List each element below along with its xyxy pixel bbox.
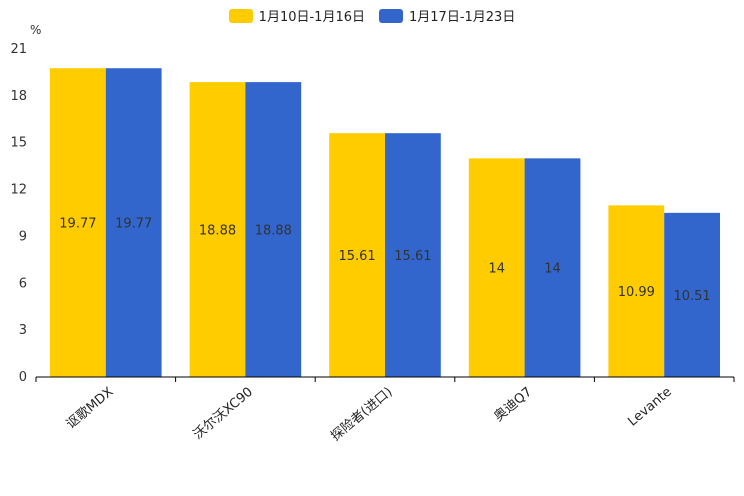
bar[interactable]: [608, 205, 665, 377]
x-tick-label: 奥迪Q7: [491, 385, 535, 425]
y-tick-label: 0: [19, 370, 27, 385]
bar[interactable]: [329, 133, 385, 377]
bar-value-label: 18.88: [255, 224, 292, 239]
bar-value-label: 18.88: [199, 224, 236, 239]
bars: 19.77 19.77 18.88 18.88 15.61 15.61 14 14 10.99 1…: [50, 68, 720, 378]
bar[interactable]: [664, 212, 720, 377]
x-tick-label: 讴歌MDX: [64, 385, 117, 433]
x-axis: 讴歌MDX 沃尔沃XC90 探险者(进口) 奥迪Q7 Levante: [35, 376, 735, 445]
legend-swatch-series-1: [228, 8, 253, 23]
bar-value-label: 15.61: [338, 249, 375, 264]
legend: 1月10日-1月16日 1月17日-1月23日: [0, 6, 744, 25]
y-tick-label: 18: [10, 89, 27, 104]
bar[interactable]: [105, 68, 162, 377]
bar[interactable]: [385, 133, 441, 377]
y-tick-label: 15: [10, 136, 27, 151]
y-axis-unit-label: %: [30, 23, 41, 37]
y-tick-label: 6: [19, 276, 27, 291]
bar[interactable]: [189, 82, 246, 378]
bar-value-label: 10.51: [673, 289, 710, 304]
bar-value-label: 14: [488, 262, 505, 277]
bar[interactable]: [524, 158, 581, 377]
bar-value-label: 15.61: [394, 249, 431, 264]
x-tick-label: 探险者(进口): [328, 385, 395, 445]
y-axis: 0 3 6 9 12 15 18 21: [10, 42, 27, 385]
bar-value-label: 19.77: [59, 217, 96, 232]
x-tick-label: 沃尔沃XC90: [191, 385, 256, 443]
y-tick-label: 9: [19, 229, 27, 244]
bar-value-label: 14: [544, 262, 561, 277]
legend-label-series-2: 1月17日-1月23日: [409, 10, 516, 25]
bar[interactable]: [50, 68, 106, 377]
bar-value-label: 10.99: [618, 285, 655, 300]
y-tick-label: 3: [19, 323, 27, 338]
bar[interactable]: [245, 82, 302, 378]
legend-label-series-1: 1月10日-1月16日: [258, 10, 365, 25]
y-tick-label: 12: [10, 183, 27, 198]
legend-swatch-series-2: [379, 8, 403, 23]
y-tick-label: 21: [10, 42, 27, 57]
x-tick-label: Levante: [625, 385, 674, 430]
legend-item-series-2[interactable]: 1月17日-1月23日: [379, 6, 515, 25]
legend-item-series-1[interactable]: 1月10日-1月16日: [228, 6, 365, 25]
bar[interactable]: [468, 158, 525, 377]
bar-value-label: 19.77: [115, 217, 152, 232]
